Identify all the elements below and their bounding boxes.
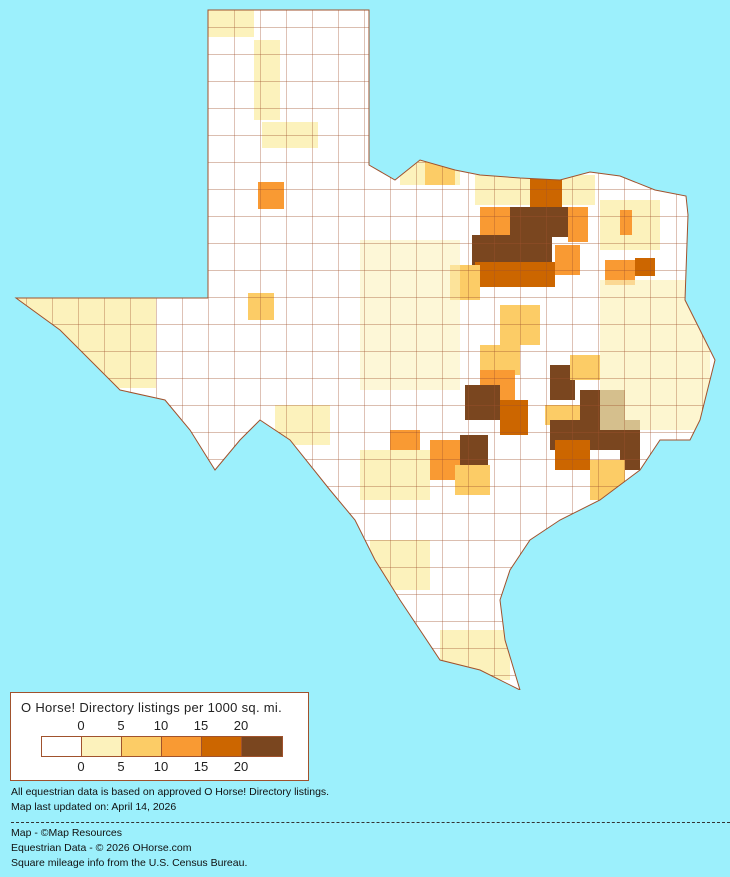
- tick: 20: [233, 718, 249, 733]
- legend-bin: [122, 737, 162, 756]
- legend-bin: [162, 737, 202, 756]
- legend-bin: [202, 737, 242, 756]
- data-basis-note: All equestrian data is based on approved…: [11, 786, 330, 798]
- texas-county-map: [15, 9, 716, 690]
- census-credit: Square mileage info from the U.S. Census…: [11, 857, 248, 869]
- legend-title: O Horse! Directory listings per 1000 sq.…: [21, 700, 283, 715]
- map-credit: Map - ©Map Resources: [11, 827, 123, 839]
- tick: 15: [193, 759, 209, 774]
- tick: 10: [153, 718, 169, 733]
- tick: 5: [117, 759, 125, 774]
- tick: 0: [77, 759, 85, 774]
- legend-bin: [42, 737, 82, 756]
- tick: 5: [117, 718, 125, 733]
- legend-bin: [242, 737, 282, 756]
- map-legend: O Horse! Directory listings per 1000 sq.…: [10, 692, 309, 781]
- legend-color-scale: [41, 736, 283, 757]
- legend-bin: [82, 737, 122, 756]
- tick: 0: [77, 718, 85, 733]
- tick: 20: [233, 759, 249, 774]
- data-credit: Equestrian Data - © 2026 OHorse.com: [11, 842, 192, 854]
- divider: [11, 822, 730, 823]
- tick: 15: [193, 718, 209, 733]
- tick: 10: [153, 759, 169, 774]
- updated-note: Map last updated on: April 14, 2026: [11, 801, 177, 813]
